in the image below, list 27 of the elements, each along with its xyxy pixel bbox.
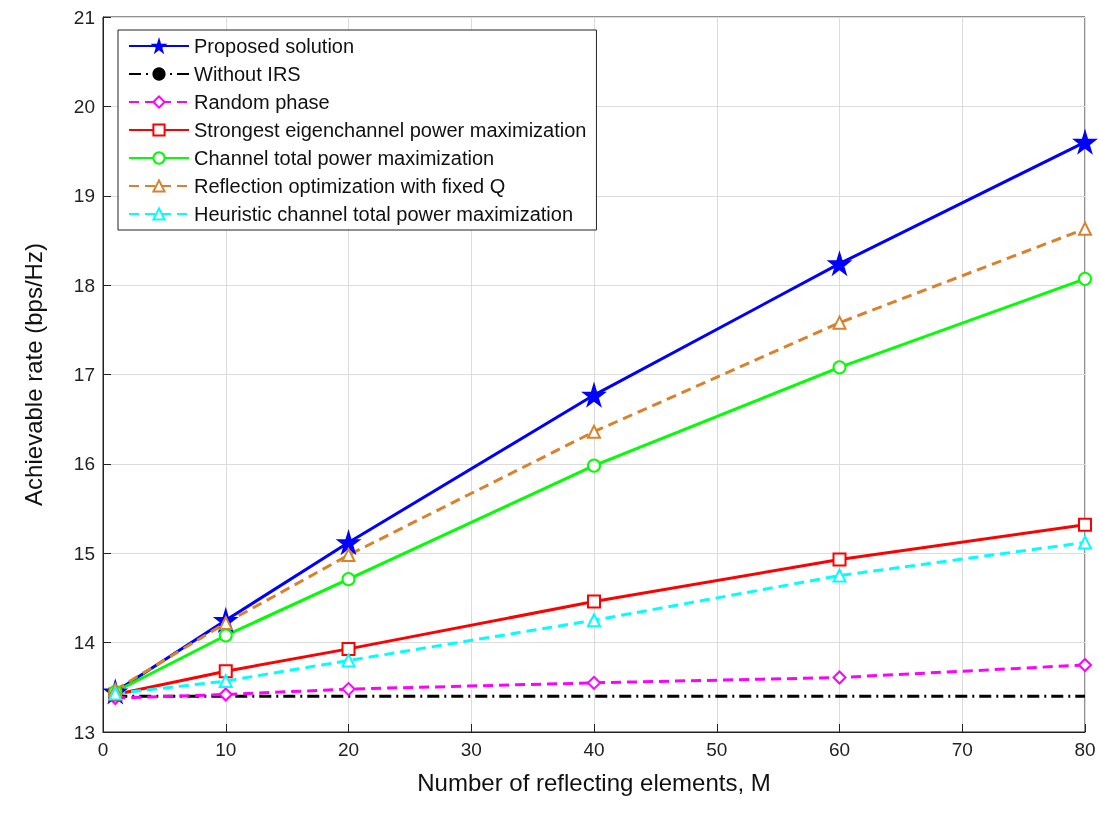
- legend-label: Heuristic channel total power maximization: [194, 203, 574, 225]
- legend-label: Random phase: [194, 91, 330, 113]
- x-tick-label: 70: [951, 739, 973, 760]
- y-tick-label: 20: [73, 95, 95, 117]
- x-tick-label: 60: [828, 739, 851, 760]
- x-tick-label: 0: [97, 739, 109, 760]
- y-tick-label: 17: [73, 364, 95, 385]
- legend-label: Reflection optimization with fixed Q: [194, 175, 506, 197]
- y-tick-label: 19: [73, 185, 95, 207]
- y-tick-label: 15: [73, 542, 95, 564]
- x-tick-label: 20: [337, 739, 360, 760]
- y-tick-label: 21: [73, 6, 95, 28]
- legend-label: Channel total power maximization: [194, 147, 495, 169]
- y-tick-label: 18: [73, 274, 95, 296]
- x-tick-label: 10: [215, 739, 237, 760]
- x-tick-label: 30: [460, 739, 482, 760]
- y-axis-title: Achievable rate (bps/Hz): [19, 243, 47, 506]
- legend-label: Without IRS: [194, 63, 301, 85]
- x-axis-title: Number of reflecting elements, M: [417, 768, 771, 796]
- legend-label: Proposed solution: [194, 35, 355, 57]
- x-tick-label: 40: [583, 739, 605, 760]
- y-tick-label: 14: [73, 632, 96, 654]
- x-tick-label: 80: [1074, 739, 1096, 760]
- y-tick-label: 16: [73, 453, 95, 475]
- x-tick-label: 50: [706, 739, 728, 760]
- legend-label: Strongest eigenchannel power maximization: [194, 119, 587, 141]
- y-tick-label: 13: [73, 721, 95, 743]
